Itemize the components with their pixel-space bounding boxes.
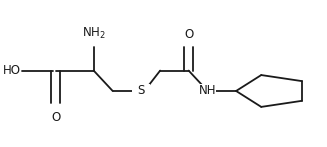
Bar: [199, 84, 216, 97]
Text: NH$_2$: NH$_2$: [82, 26, 106, 41]
Text: O: O: [184, 29, 193, 41]
Text: HO: HO: [3, 64, 21, 77]
Bar: [132, 84, 150, 97]
Text: O: O: [51, 111, 60, 124]
Text: NH: NH: [199, 85, 216, 97]
Text: S: S: [137, 85, 145, 97]
